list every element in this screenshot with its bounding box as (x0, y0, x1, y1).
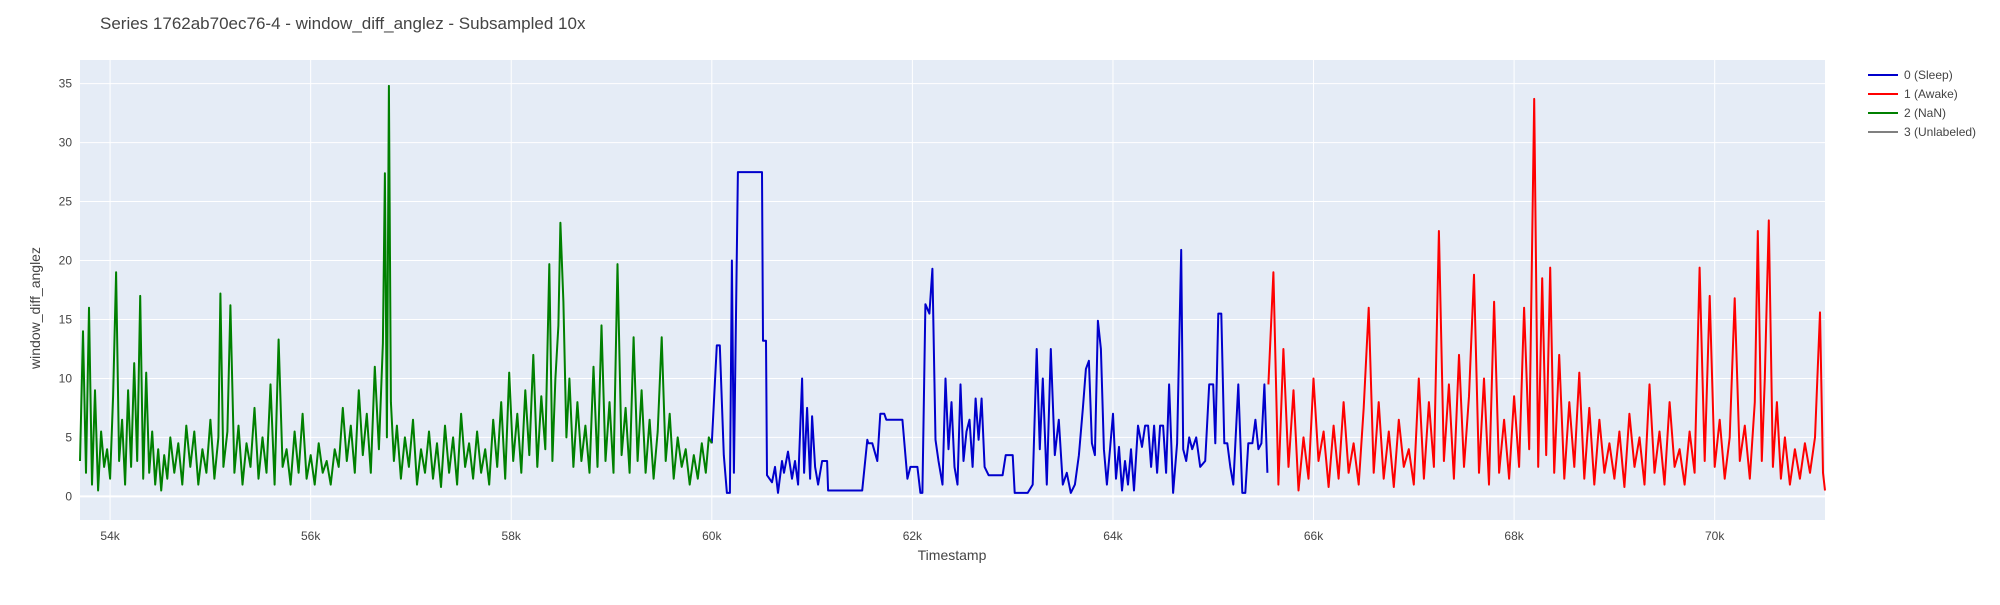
y-tick-label: 30 (59, 136, 73, 150)
legend: 0 (Sleep) 1 (Awake) 2 (NaN) 3 (Unlabeled) (1868, 68, 1976, 139)
y-tick-label: 5 (65, 430, 72, 444)
y-tick-label: 10 (59, 371, 73, 385)
y-tick-label: 20 (59, 254, 73, 268)
y-axis-label: window_diff_anglez (27, 247, 43, 370)
chart-title: Series 1762ab70ec76-4 - window_diff_angl… (100, 14, 586, 33)
x-tick-label: 54k (100, 529, 120, 543)
x-tick-label: 56k (301, 529, 321, 543)
series-line-1 (1267, 97, 1826, 492)
y-axis-ticks: 0 5 10 15 20 25 30 35 (59, 77, 73, 504)
x-tick-label: 68k (1504, 529, 1524, 543)
legend-item-label: 0 (Sleep) (1904, 68, 1953, 82)
x-tick-label: 62k (903, 529, 923, 543)
x-tick-label: 64k (1103, 529, 1123, 543)
legend-item-label: 2 (NaN) (1904, 106, 1946, 120)
x-tick-label: 60k (702, 529, 722, 543)
legend-item-label: 1 (Awake) (1904, 87, 1958, 101)
legend-item-label: 3 (Unlabeled) (1904, 125, 1976, 139)
y-tick-label: 25 (59, 195, 73, 209)
series-line-0 (710, 171, 1269, 494)
x-axis-ticks: 54k 56k 58k 60k 62k 64k 66k 68k 70k (100, 529, 1725, 543)
series-line-2 (79, 84, 713, 492)
x-tick-label: 66k (1304, 529, 1324, 543)
x-tick-label: 58k (502, 529, 522, 543)
series-layer (79, 84, 1826, 494)
y-tick-label: 35 (59, 77, 73, 91)
y-tick-label: 15 (59, 312, 73, 326)
y-tick-label: 0 (65, 489, 72, 503)
x-tick-label: 70k (1705, 529, 1725, 543)
x-axis-label: Timestamp (918, 547, 987, 563)
